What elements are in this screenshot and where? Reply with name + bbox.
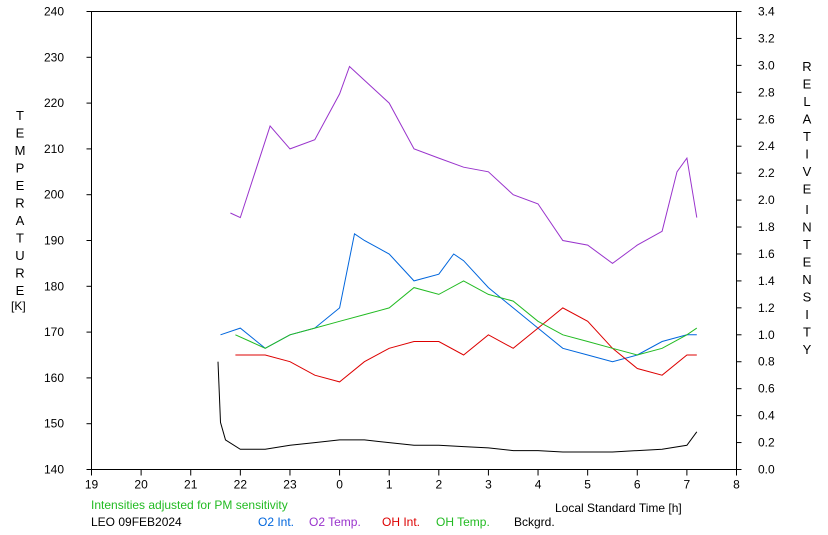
svg-text:V: V (803, 164, 812, 179)
svg-text:E: E (16, 178, 25, 193)
y-left-tick-label: 150 (44, 417, 64, 431)
svg-text:E: E (16, 283, 25, 298)
svg-text:M: M (15, 143, 26, 158)
y-left-tick-label: 140 (44, 463, 64, 477)
series-o2_temp-line (230, 65, 698, 265)
legend-oh-temp: OH Temp. (436, 515, 490, 529)
plot-frame (91, 11, 737, 470)
svg-text:L: L (803, 94, 810, 109)
y-right-tick-label: 0.8 (758, 355, 775, 369)
y-right-tick-label: 0.4 (758, 409, 775, 423)
x-tick-label: 3 (485, 478, 492, 492)
y-left-tick-label: 230 (44, 50, 64, 64)
y-right-tick-label: 0.2 (758, 436, 775, 450)
y-right-tick-label: 2.4 (758, 139, 775, 153)
x-tick-label: 23 (283, 478, 297, 492)
y-right-tick-label: 0.6 (758, 382, 775, 396)
svg-text:E: E (803, 255, 812, 270)
svg-text:I: I (805, 202, 809, 217)
svg-text:T: T (803, 325, 811, 340)
y-left-tick-label: 180 (44, 279, 64, 293)
y-right-tick-label: 1.8 (758, 220, 775, 234)
x-axis-label: Local Standard Time [h] (555, 501, 682, 515)
y-right-tick-label: 2.8 (758, 85, 775, 99)
svg-text:I: I (805, 307, 809, 322)
svg-text:N: N (802, 272, 811, 287)
series-o2_int-line (220, 232, 697, 363)
pm-note: Intensities adjusted for PM sensitivity (91, 498, 288, 512)
x-tick-label: 21 (184, 478, 198, 492)
y-left-unit: [K] (11, 299, 26, 313)
y-left-tick-label: 200 (44, 188, 64, 202)
series-oh_int-line (235, 307, 697, 383)
x-tick-label: 5 (584, 478, 591, 492)
svg-text:E: E (803, 182, 812, 197)
x-tick-label: 19 (85, 478, 99, 492)
svg-text:N: N (802, 220, 811, 235)
y-right-tick-label: 2.6 (758, 112, 775, 126)
svg-text:U: U (15, 248, 24, 263)
legend-o2-int: O2 Int. (258, 515, 295, 529)
svg-text:E: E (16, 126, 25, 141)
legend-o2-temp: O2 Temp. (309, 515, 361, 529)
svg-text:R: R (15, 266, 24, 281)
station-label: LEO 09FEB2024 (91, 515, 182, 529)
x-tick-label: 2 (435, 478, 442, 492)
svg-text:T: T (803, 237, 811, 252)
svg-text:T: T (16, 108, 24, 123)
axis-layer: 19 20 21 22 23 0 1 2 3 4 5 6 7 8140150160170180190200… (15, 5, 812, 492)
y-right-tick-label: 2.2 (758, 166, 775, 180)
y-left-tick-label: 190 (44, 234, 64, 248)
svg-text:T: T (16, 231, 24, 246)
series-layer (217, 65, 698, 453)
y-right-tick-label: 1.4 (758, 274, 775, 288)
svg-text:P: P (16, 161, 25, 176)
y-right-tick-label: 3.4 (758, 5, 775, 19)
svg-text:R: R (15, 196, 24, 211)
x-tick-label: 22 (234, 478, 248, 492)
svg-text:I: I (805, 147, 809, 162)
svg-text:A: A (16, 213, 25, 228)
svg-text:R: R (802, 59, 811, 74)
legend-oh-int: OH Int. (382, 515, 421, 529)
y-right-tick-label: 1.0 (758, 328, 775, 342)
x-tick-label: 20 (134, 478, 148, 492)
y-left-tick-label: 240 (44, 5, 64, 19)
x-tick-label: 6 (634, 478, 641, 492)
legend-bckgrd: Bckgrd. (514, 515, 555, 529)
y-right-tick-label: 3.0 (758, 58, 775, 72)
series-oh_temp-line (235, 280, 698, 356)
svg-text:Y: Y (803, 342, 812, 357)
x-tick-label: 1 (386, 478, 393, 492)
y-right-tick-label: 3.2 (758, 31, 775, 45)
y-left-tick-label: 220 (44, 96, 64, 110)
x-tick-label: 8 (733, 478, 740, 492)
y-right-tick-label: 2.0 (758, 193, 775, 207)
svg-text:T: T (803, 129, 811, 144)
y-right-tick-label: 1.6 (758, 247, 775, 261)
y-left-tick-label: 210 (44, 142, 64, 156)
x-tick-label: 7 (684, 478, 691, 492)
y-right-tick-label: 1.2 (758, 301, 775, 315)
svg-text:E: E (803, 77, 812, 92)
y-left-tick-label: 170 (44, 325, 64, 339)
x-tick-label: 4 (535, 478, 542, 492)
series-bckgrd-line (217, 361, 698, 453)
y-right-tick-label: 0.0 (758, 463, 775, 477)
y-left-tick-label: 160 (44, 371, 64, 385)
svg-text:A: A (803, 112, 812, 127)
x-tick-label: 0 (336, 478, 343, 492)
svg-text:S: S (803, 290, 812, 305)
